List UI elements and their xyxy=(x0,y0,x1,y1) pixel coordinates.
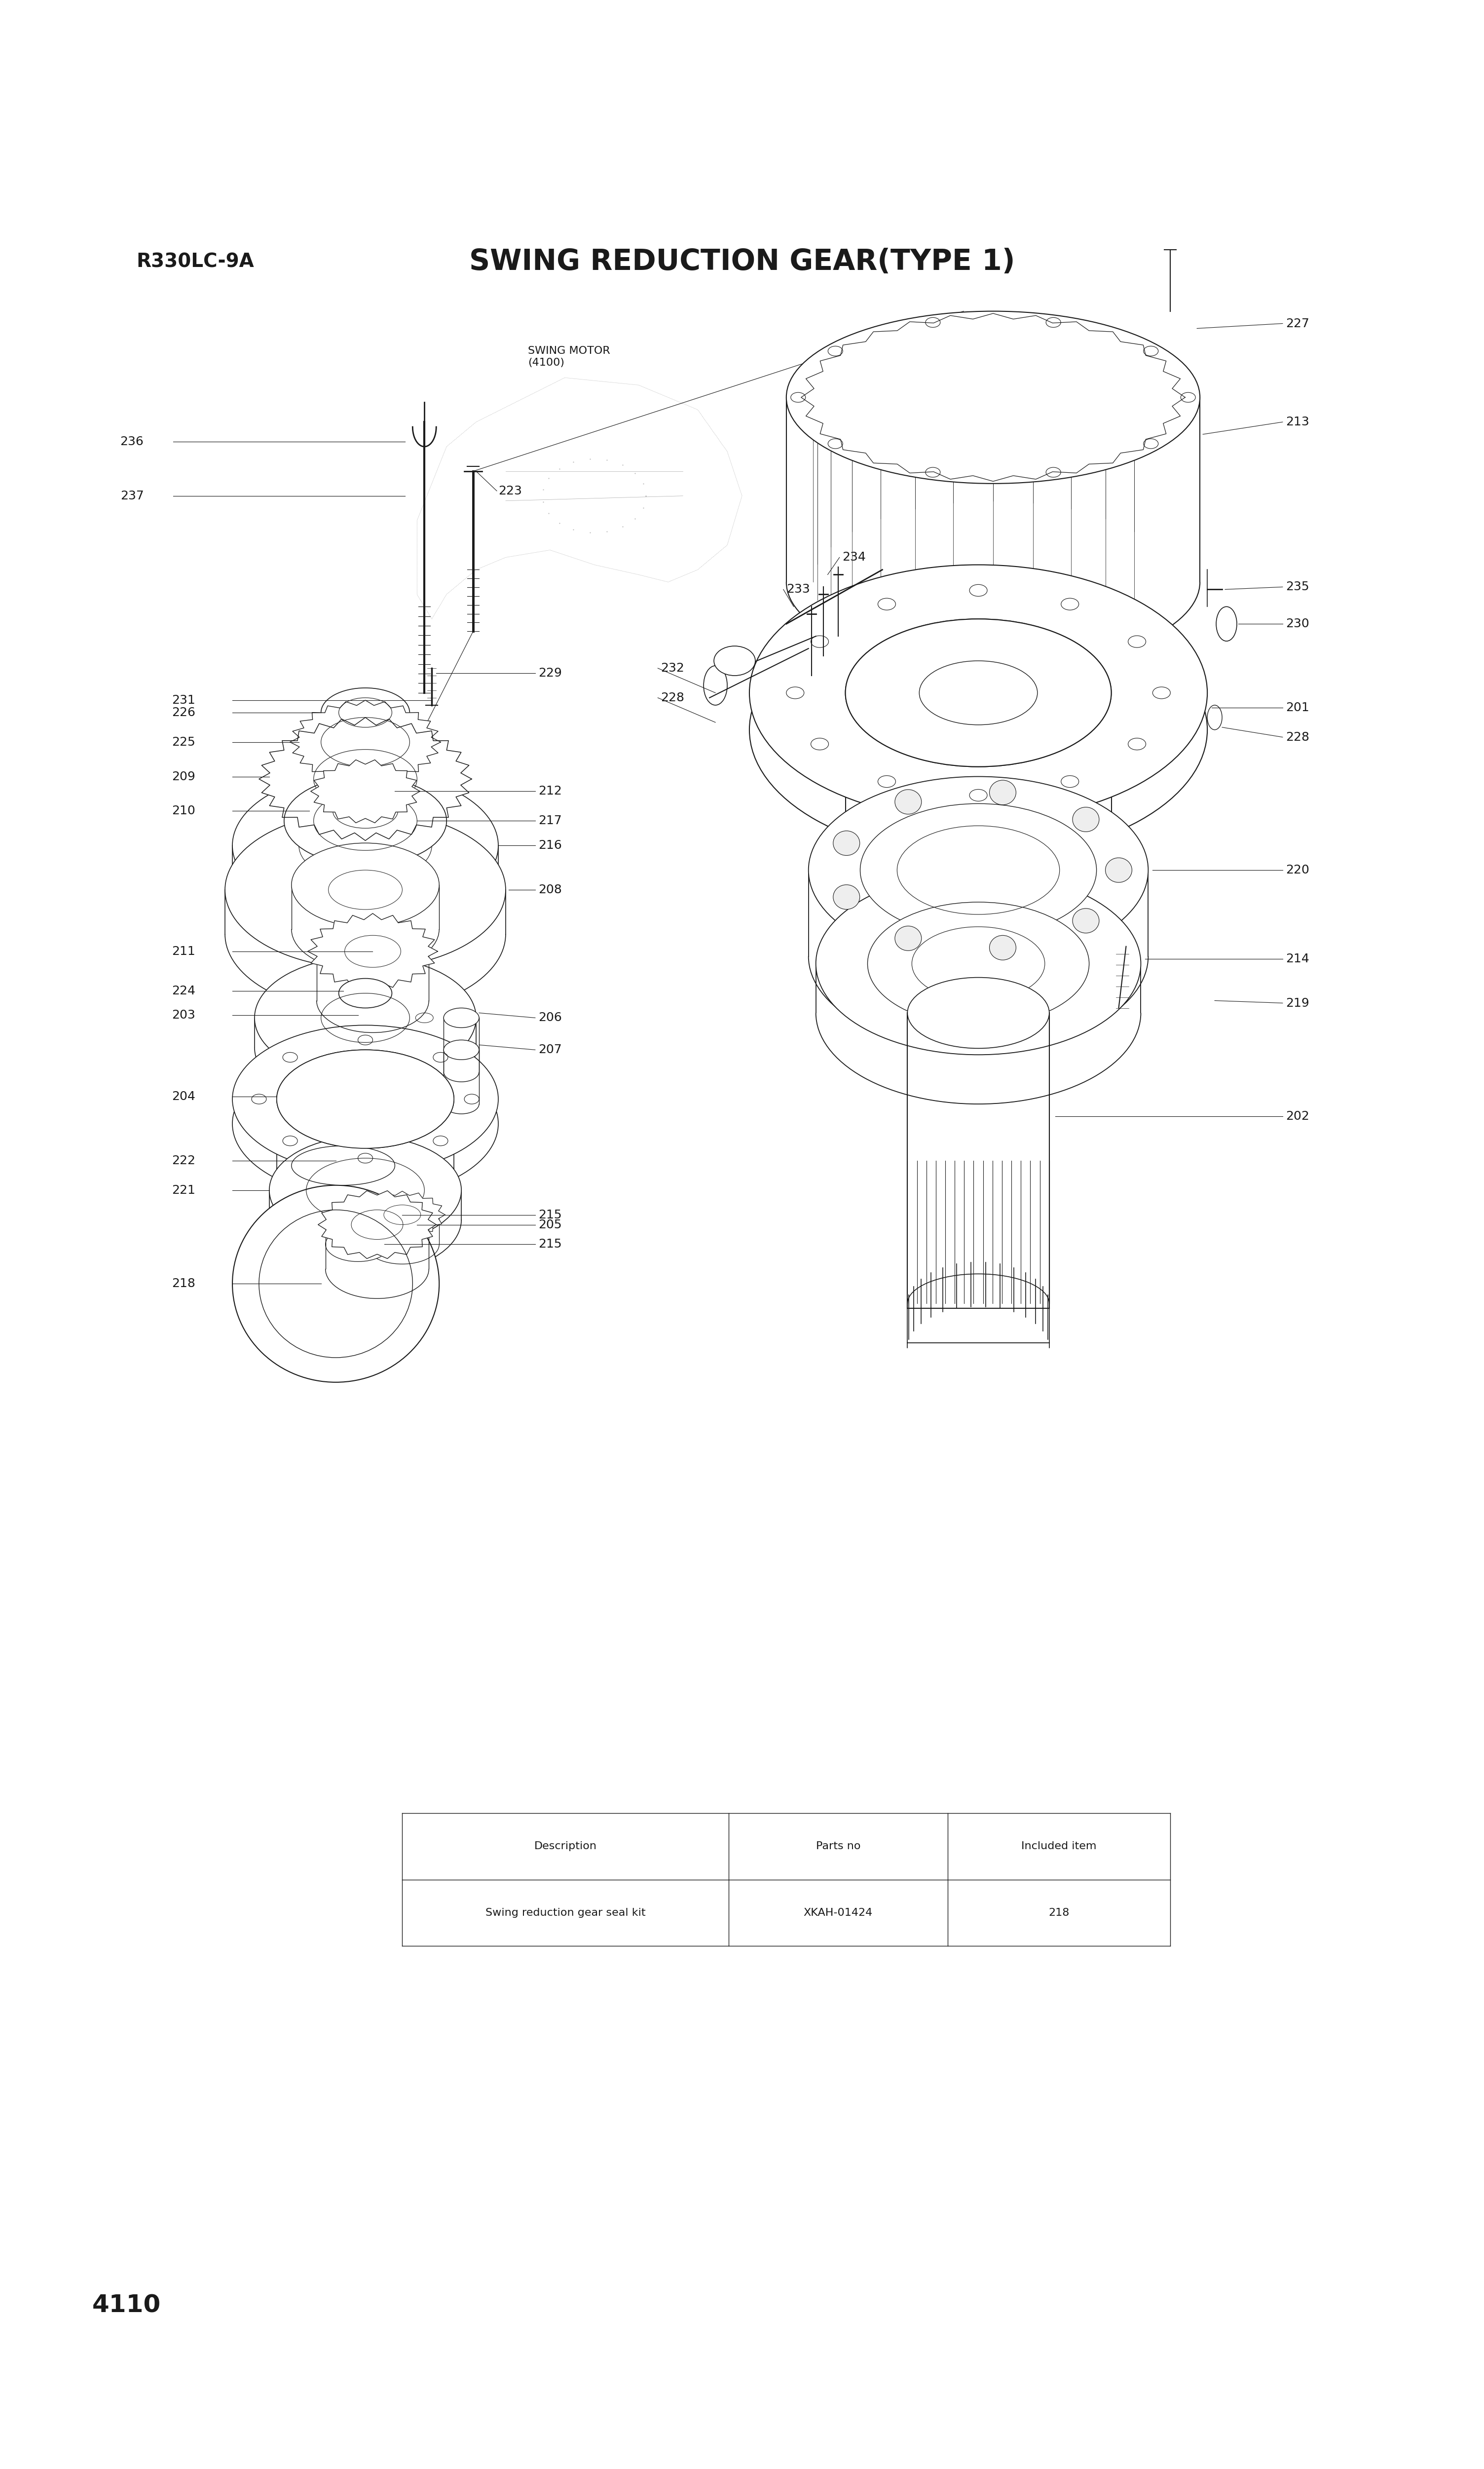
Text: 201: 201 xyxy=(1285,701,1309,714)
Polygon shape xyxy=(289,701,441,785)
Text: 221: 221 xyxy=(172,1185,196,1195)
Ellipse shape xyxy=(283,778,447,864)
Ellipse shape xyxy=(990,780,1017,805)
Text: 236: 236 xyxy=(120,435,144,447)
Ellipse shape xyxy=(907,978,1049,1049)
Text: 235: 235 xyxy=(1285,580,1309,593)
Text: 233: 233 xyxy=(787,583,810,595)
Text: 211: 211 xyxy=(172,946,196,958)
Text: XKAH-01424: XKAH-01424 xyxy=(803,1909,873,1918)
Text: Included item: Included item xyxy=(1021,1842,1097,1852)
Text: 209: 209 xyxy=(172,770,196,783)
Text: 222: 222 xyxy=(172,1155,196,1165)
Text: 208: 208 xyxy=(539,884,562,896)
Text: 225: 225 xyxy=(172,736,196,748)
Ellipse shape xyxy=(833,832,859,854)
Text: 226: 226 xyxy=(172,706,196,718)
Text: 202: 202 xyxy=(1285,1111,1309,1123)
Text: 228: 228 xyxy=(660,691,684,704)
Text: 204: 204 xyxy=(172,1091,196,1104)
Text: 224: 224 xyxy=(172,985,196,997)
Ellipse shape xyxy=(291,1146,395,1185)
Ellipse shape xyxy=(444,1007,479,1027)
Ellipse shape xyxy=(1073,807,1100,832)
Text: 231: 231 xyxy=(172,694,196,706)
Text: 207: 207 xyxy=(539,1044,562,1057)
Ellipse shape xyxy=(233,1185,439,1383)
Text: 219: 219 xyxy=(1285,997,1309,1010)
Ellipse shape xyxy=(895,926,922,951)
Ellipse shape xyxy=(269,1136,462,1244)
Text: 237: 237 xyxy=(120,489,144,501)
Text: 206: 206 xyxy=(539,1012,562,1025)
Text: SWING MOTOR
(4100): SWING MOTOR (4100) xyxy=(528,346,610,368)
Text: 215: 215 xyxy=(539,1239,561,1249)
Text: Description: Description xyxy=(534,1842,597,1852)
Polygon shape xyxy=(801,314,1186,481)
Ellipse shape xyxy=(309,780,421,842)
Polygon shape xyxy=(260,718,472,839)
Text: Swing reduction gear seal kit: Swing reduction gear seal kit xyxy=(485,1909,646,1918)
Ellipse shape xyxy=(749,602,1208,857)
Ellipse shape xyxy=(816,872,1141,1054)
Ellipse shape xyxy=(226,810,506,968)
Text: 230: 230 xyxy=(1285,617,1309,630)
Ellipse shape xyxy=(787,311,1201,484)
Ellipse shape xyxy=(325,1227,390,1262)
Text: 223: 223 xyxy=(499,484,522,496)
Text: Parts no: Parts no xyxy=(816,1842,861,1852)
Text: 228: 228 xyxy=(1285,731,1309,743)
Polygon shape xyxy=(307,914,438,990)
Text: SWING REDUCTION GEAR(TYPE 1): SWING REDUCTION GEAR(TYPE 1) xyxy=(469,247,1015,277)
Text: 216: 216 xyxy=(539,839,562,852)
Ellipse shape xyxy=(990,936,1017,960)
Ellipse shape xyxy=(233,1049,499,1197)
Text: 220: 220 xyxy=(1285,864,1309,876)
Ellipse shape xyxy=(444,1039,479,1059)
Ellipse shape xyxy=(868,901,1089,1025)
Text: 210: 210 xyxy=(172,805,196,817)
Ellipse shape xyxy=(233,773,499,918)
Text: 218: 218 xyxy=(1049,1909,1070,1918)
Ellipse shape xyxy=(846,620,1112,768)
Text: R330LC-9A: R330LC-9A xyxy=(137,252,254,272)
Ellipse shape xyxy=(276,1049,454,1148)
Ellipse shape xyxy=(809,778,1149,963)
Ellipse shape xyxy=(321,689,410,738)
Text: 218: 218 xyxy=(172,1279,196,1289)
Text: 213: 213 xyxy=(1285,417,1309,427)
Text: 217: 217 xyxy=(539,815,562,827)
Text: 212: 212 xyxy=(539,785,562,797)
Ellipse shape xyxy=(861,802,1097,936)
Ellipse shape xyxy=(1106,857,1132,881)
Ellipse shape xyxy=(846,620,1112,768)
Text: 4110: 4110 xyxy=(92,2294,160,2318)
Polygon shape xyxy=(359,1190,445,1239)
Text: 229: 229 xyxy=(539,667,562,679)
Ellipse shape xyxy=(276,1049,454,1148)
Polygon shape xyxy=(310,760,420,822)
Ellipse shape xyxy=(714,647,755,677)
Ellipse shape xyxy=(895,790,922,815)
Text: 214: 214 xyxy=(1285,953,1309,965)
Ellipse shape xyxy=(338,978,392,1007)
Text: 205: 205 xyxy=(539,1220,561,1230)
Ellipse shape xyxy=(291,842,439,926)
Text: 203: 203 xyxy=(172,1010,196,1022)
Text: 227: 227 xyxy=(1285,319,1309,328)
Polygon shape xyxy=(318,1190,436,1259)
Ellipse shape xyxy=(1073,909,1100,933)
Text: 232: 232 xyxy=(660,662,684,674)
Ellipse shape xyxy=(833,884,859,909)
Text: 215: 215 xyxy=(539,1210,561,1220)
Text: 234: 234 xyxy=(843,551,867,563)
Ellipse shape xyxy=(255,956,476,1079)
Ellipse shape xyxy=(749,565,1208,820)
Ellipse shape xyxy=(233,1025,499,1173)
